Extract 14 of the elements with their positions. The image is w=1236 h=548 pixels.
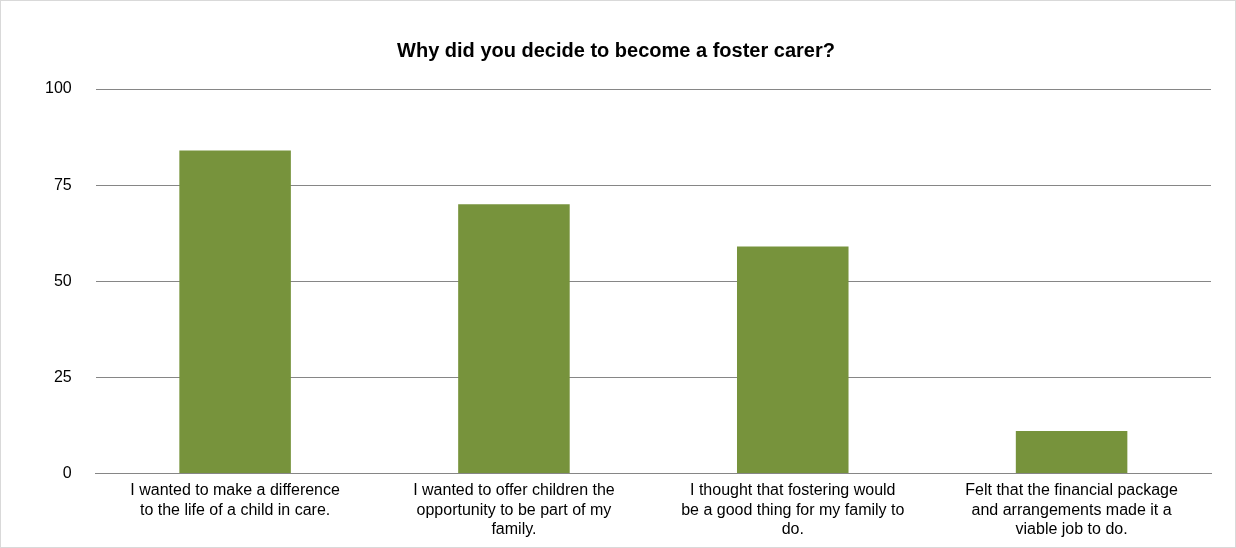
y-tick-label: 100 <box>44 79 72 97</box>
x-tick-label: I wanted to make a difference to the life of a child in care. <box>130 481 341 518</box>
y-tick-label: 50 <box>53 271 72 289</box>
y-tick-label: 25 <box>53 367 72 385</box>
bar <box>1015 431 1128 473</box>
x-tick-label: I wanted to offer children the opportunity to be part of my family. <box>413 481 615 537</box>
bar <box>737 246 849 473</box>
y-tick-label: 0 <box>62 463 72 481</box>
x-tick-label: Felt that the financial package and arrangements made it a viable job to do. <box>965 481 1178 537</box>
bar <box>458 204 570 473</box>
bar <box>179 150 291 473</box>
chart-title: Why did you decide to become a foster carer? <box>397 38 835 61</box>
x-tick-label: I thought that fostering would be a good thing for my family to do. <box>681 481 905 537</box>
y-tick-label: 75 <box>53 175 72 193</box>
